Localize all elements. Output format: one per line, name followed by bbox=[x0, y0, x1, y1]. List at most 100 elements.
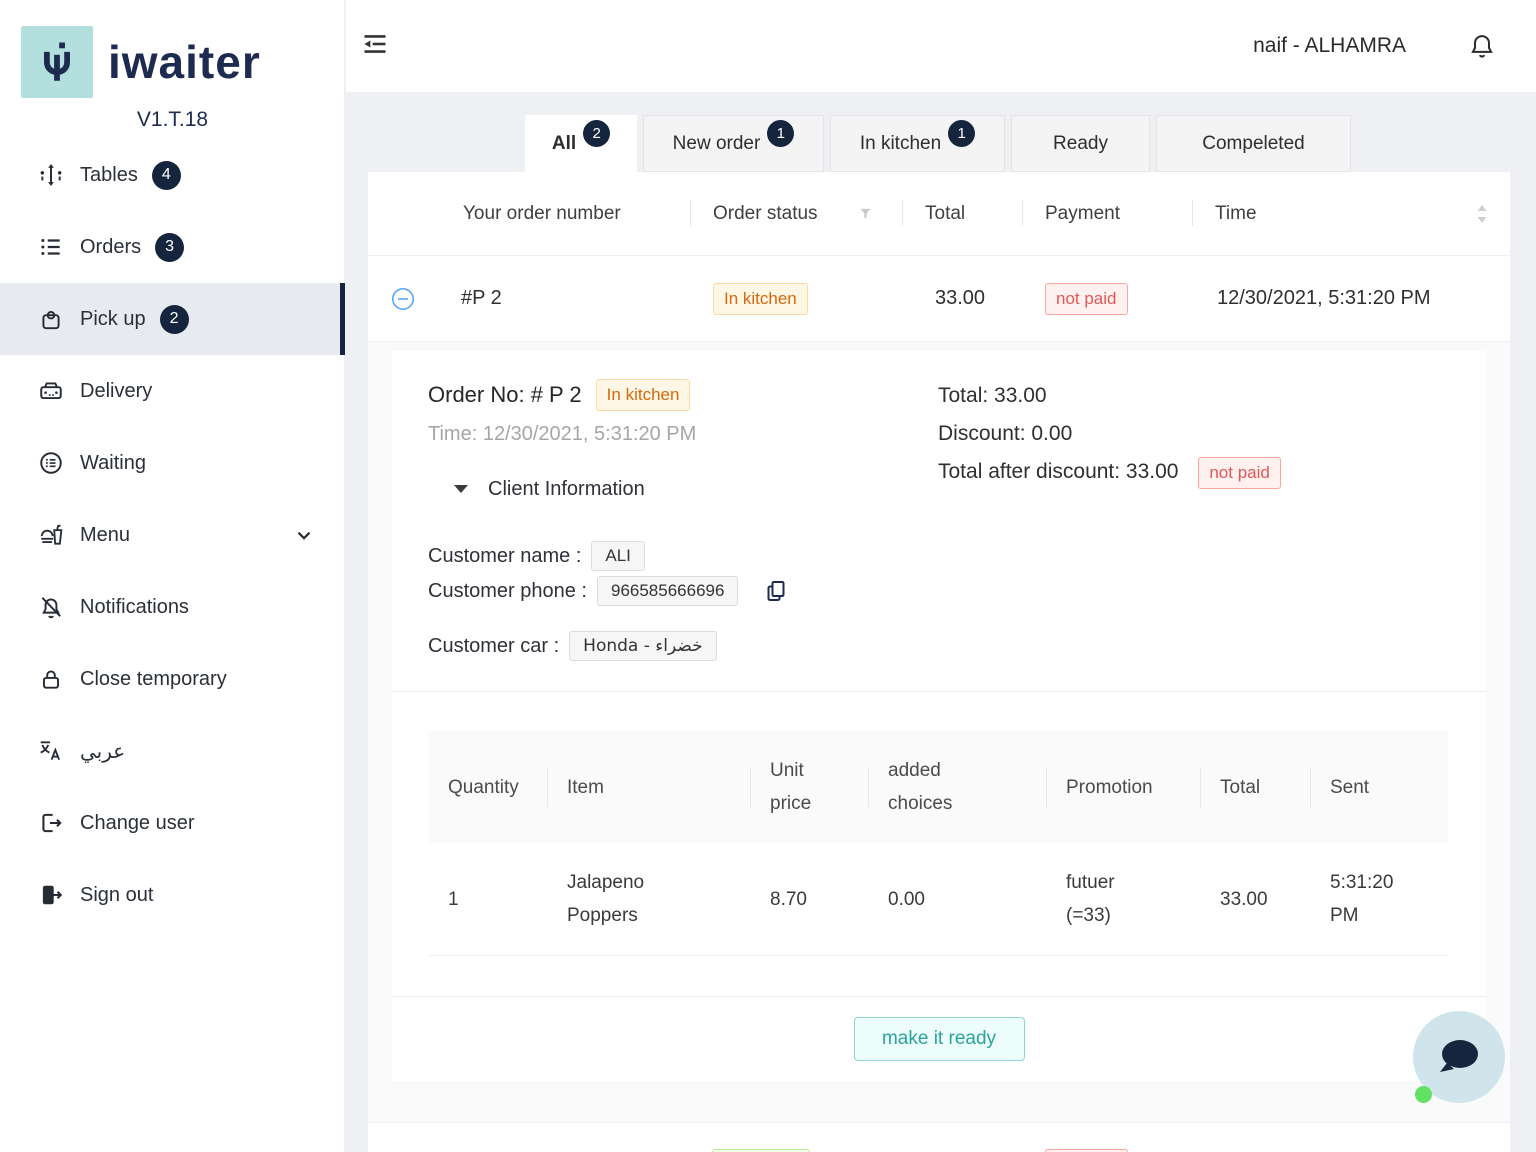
sidebar-item-label: Tables bbox=[80, 163, 138, 186]
sidebar-item-sign-out[interactable]: Sign out bbox=[0, 859, 345, 931]
chat-bubble-icon bbox=[1440, 1040, 1478, 1072]
order-total-cell: 33.00 bbox=[935, 287, 986, 309]
items-col-item: Item bbox=[547, 731, 750, 843]
app-version: V1.T.18 bbox=[136, 108, 209, 131]
tab-completed[interactable]: Compeleted bbox=[1156, 115, 1351, 172]
column-header-payment: Payment bbox=[1022, 172, 1192, 255]
order-detail-time: Time: 12/30/2021, 5:31:20 PM bbox=[428, 423, 697, 445]
column-header-order-number: Your order number bbox=[463, 202, 621, 224]
next-order-row-partial[interactable] bbox=[368, 1122, 1510, 1152]
sidebar-item-language-arabic[interactable]: عربي bbox=[0, 715, 345, 787]
client-information-toggle[interactable]: Client Information bbox=[454, 473, 645, 505]
status-tag-in-kitchen: In kitchen bbox=[713, 282, 808, 315]
lock-icon bbox=[42, 670, 60, 689]
sidebar-item-label: Delivery bbox=[80, 379, 153, 402]
sidebar-item-label: Sign out bbox=[80, 883, 154, 906]
order-number-cell: #P 2 bbox=[368, 256, 690, 341]
waiting-icon bbox=[40, 452, 62, 474]
client-information-label: Client Information bbox=[488, 477, 645, 500]
sidebar-item-label: Pick up bbox=[80, 307, 146, 330]
menu-fold-icon[interactable] bbox=[361, 30, 389, 58]
top-header: naif - ALHAMRA bbox=[346, 0, 1536, 92]
tab-ready[interactable]: Ready bbox=[1011, 115, 1150, 172]
menu-food-icon bbox=[40, 524, 63, 545]
sidebar-item-label: Orders bbox=[80, 235, 142, 258]
sidebar-item-notifications[interactable]: Notifications bbox=[0, 571, 345, 643]
order-detail-box: Order No: # P 2 In kitchen Time: 12/30/2… bbox=[392, 351, 1486, 1081]
order-time-cell: 12/30/2021, 5:31:20 PM bbox=[1217, 287, 1431, 309]
sidebar-item-label: عربي bbox=[80, 739, 126, 763]
translate-icon bbox=[40, 741, 60, 761]
customer-name-value: ALI bbox=[591, 541, 645, 571]
notifications-off-icon bbox=[41, 597, 61, 619]
sidebar-item-change-user[interactable]: Change user bbox=[0, 787, 345, 859]
copy-phone-icon[interactable] bbox=[764, 579, 788, 603]
sidebar-item-waiting[interactable]: Waiting bbox=[0, 427, 345, 499]
partial-status-tag-green bbox=[712, 1149, 810, 1152]
section-divider bbox=[392, 996, 1486, 997]
sidebar-item-pickup[interactable]: Pick up 2 bbox=[0, 283, 345, 355]
item-name: Jalapeno Poppers bbox=[567, 872, 645, 926]
order-row[interactable]: #P 2 In kitchen 33.00 not paid 12/30/202… bbox=[368, 255, 1510, 341]
sidebar-item-menu[interactable]: Menu bbox=[0, 499, 345, 571]
tab-label: Ready bbox=[1053, 132, 1108, 154]
chat-online-dot bbox=[1415, 1086, 1432, 1103]
make-it-ready-button[interactable]: make it ready bbox=[853, 1017, 1025, 1061]
sidebar-item-tables[interactable]: Tables 4 bbox=[0, 139, 345, 211]
order-no-text: Order No: # P 2 bbox=[428, 382, 582, 407]
order-totals-block: Total: 33.00 Discount: 0.00 Total after … bbox=[938, 377, 1281, 491]
tables-icon bbox=[40, 163, 62, 187]
filter-funnel-icon[interactable] bbox=[858, 206, 873, 221]
items-col-total: Total bbox=[1200, 731, 1310, 843]
order-action-area: make it ready bbox=[392, 1017, 1486, 1061]
customer-car-label: Customer car : bbox=[428, 634, 560, 657]
tab-new-order-badge: 1 bbox=[767, 120, 795, 147]
collapse-row-icon[interactable] bbox=[391, 287, 415, 311]
item-quantity: 1 bbox=[448, 888, 459, 910]
sorter-icon[interactable] bbox=[1476, 204, 1488, 224]
sidebar-item-label: Menu bbox=[80, 523, 131, 546]
items-col-sent: Sent bbox=[1310, 731, 1448, 843]
caret-down-icon bbox=[454, 485, 468, 493]
customer-phone-row: Customer phone : 966585666696 bbox=[428, 574, 788, 608]
sidebar-item-label: Waiting bbox=[80, 451, 146, 474]
item-added-choices: 0.00 bbox=[888, 888, 925, 910]
pickup-icon bbox=[42, 310, 60, 330]
customer-name-row: Customer name : ALI bbox=[428, 539, 645, 573]
discount-line: Discount: 0.00 bbox=[938, 422, 1073, 445]
column-header-time: Time bbox=[1192, 172, 1510, 255]
brand-name: iwaiter bbox=[108, 36, 261, 88]
column-header-total: Total bbox=[902, 172, 1022, 255]
tab-all[interactable]: All 2 bbox=[525, 115, 637, 172]
payment-tag-not-paid: not paid bbox=[1045, 282, 1128, 315]
pickup-count-badge: 2 bbox=[159, 304, 189, 334]
tab-new-order[interactable]: New order 1 bbox=[643, 115, 824, 172]
order-detail-heading: Order No: # P 2 In kitchen bbox=[428, 379, 691, 411]
sidebar-item-label: Close temporary bbox=[80, 667, 227, 690]
orders-table-card: Your order number Order status Total Pay… bbox=[368, 172, 1510, 1152]
item-sent-time: 5:31:20 PM bbox=[1330, 872, 1394, 926]
sign-out-icon bbox=[42, 885, 63, 905]
sidebar-item-close-temporary[interactable]: Close temporary bbox=[0, 643, 345, 715]
column-header-order-status: Order status bbox=[690, 172, 902, 255]
main-content: All 2 New order 1 In kitchen 1 Ready Com… bbox=[345, 92, 1536, 1152]
sidebar: iwaiter V1.T.18 Tables 4 bbox=[0, 0, 345, 1152]
customer-name-label: Customer name : bbox=[428, 544, 582, 567]
detail-payment-tag: not paid bbox=[1198, 457, 1281, 489]
detail-status-tag: In kitchen bbox=[595, 379, 691, 411]
logged-in-user: naif - ALHAMRA bbox=[1253, 34, 1406, 57]
section-divider bbox=[392, 691, 1486, 692]
tab-in-kitchen[interactable]: In kitchen 1 bbox=[830, 115, 1005, 172]
sidebar-item-orders[interactable]: Orders 3 bbox=[0, 211, 345, 283]
change-user-icon bbox=[42, 813, 62, 833]
notification-bell-icon[interactable] bbox=[1468, 32, 1496, 60]
orders-table-header: Your order number Order status Total Pay… bbox=[368, 172, 1510, 255]
brand-logo: iwaiter bbox=[21, 26, 261, 98]
sidebar-item-delivery[interactable]: Delivery bbox=[0, 355, 345, 427]
tab-label: All bbox=[551, 132, 577, 154]
tab-all-badge: 2 bbox=[583, 120, 611, 147]
chat-widget-button[interactable] bbox=[1413, 1011, 1505, 1103]
sidebar-nav: Tables 4 Orders 3 Pick up 2 bbox=[0, 139, 345, 931]
order-status-tabs: All 2 New order 1 In kitchen 1 Ready Com… bbox=[525, 115, 1351, 172]
